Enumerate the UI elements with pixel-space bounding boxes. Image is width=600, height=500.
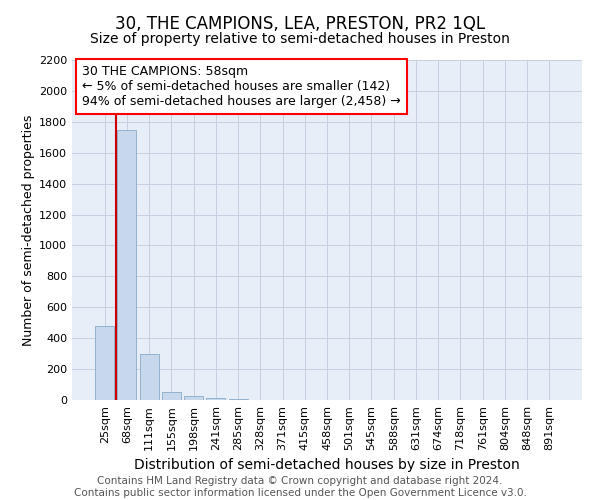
Bar (229, 399, 248, 400)
Bar (95, 326, 114, 400)
Text: 30, THE CAMPIONS, LEA, PRESTON, PR2 1QL: 30, THE CAMPIONS, LEA, PRESTON, PR2 1QL (115, 15, 485, 33)
Bar (184, 396, 203, 400)
Bar (118, 130, 136, 400)
Bar (206, 398, 225, 400)
Bar (140, 354, 158, 400)
X-axis label: Distribution of semi-detached houses by size in Preston: Distribution of semi-detached houses by … (134, 458, 520, 472)
Text: 30 THE CAMPIONS: 58sqm
← 5% of semi-detached houses are smaller (142)
94% of sem: 30 THE CAMPIONS: 58sqm ← 5% of semi-deta… (82, 65, 401, 108)
Bar (162, 392, 181, 400)
Y-axis label: Number of semi-detached properties: Number of semi-detached properties (22, 114, 35, 346)
Text: Size of property relative to semi-detached houses in Preston: Size of property relative to semi-detach… (90, 32, 510, 46)
Text: Contains HM Land Registry data © Crown copyright and database right 2024.
Contai: Contains HM Land Registry data © Crown c… (74, 476, 526, 498)
